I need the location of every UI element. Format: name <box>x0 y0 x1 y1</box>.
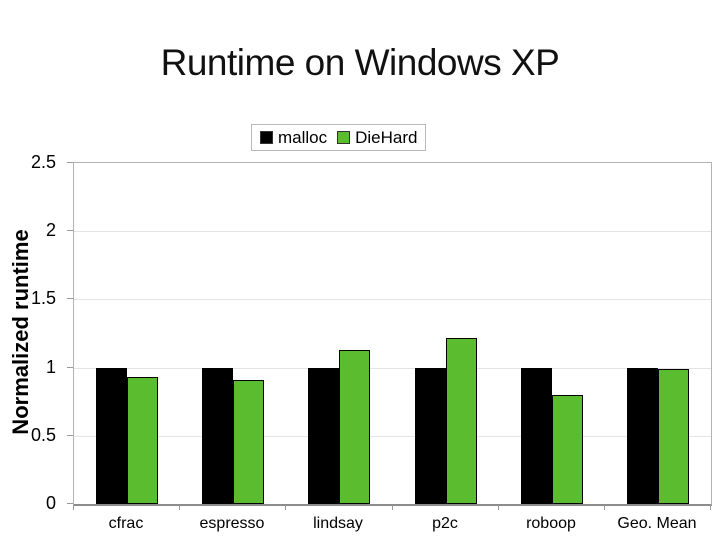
x-tick-label: roboop <box>526 515 576 532</box>
x-tick-mark <box>710 505 711 510</box>
bar-malloc-espresso <box>202 368 233 504</box>
plot-area <box>73 162 712 506</box>
x-tick-mark <box>73 505 74 510</box>
legend-swatch-malloc-icon <box>260 131 273 144</box>
x-tick-label: cfrac <box>108 515 144 532</box>
x-tick-label: Geo. Mean <box>617 515 697 532</box>
bar-DieHard-espresso <box>233 380 264 504</box>
y-tick-mark <box>67 503 73 504</box>
bar-malloc-Geo. Mean <box>627 368 658 504</box>
y-tick-mark <box>67 162 73 163</box>
legend: malloc DieHard <box>251 124 427 151</box>
bar-malloc-p2c <box>415 368 446 504</box>
x-tick-mark <box>498 505 499 510</box>
bar-DieHard-roboop <box>552 395 583 504</box>
y-tick-label: 1 <box>45 357 56 377</box>
legend-swatch-DieHard-icon <box>337 131 351 144</box>
gridline <box>74 368 711 369</box>
bar-malloc-roboop <box>521 368 552 504</box>
bar-DieHard-cfrac <box>127 377 158 504</box>
x-tick-mark <box>604 505 605 510</box>
y-tick-label: 0 <box>45 493 56 513</box>
x-tick-mark <box>179 505 180 510</box>
y-tick-mark <box>67 367 73 368</box>
y-tick-mark <box>67 435 73 436</box>
x-tick-mark <box>285 505 286 510</box>
x-tick-label: p2c <box>432 515 458 532</box>
y-tick-mark <box>67 230 73 231</box>
bar-malloc-lindsay <box>308 368 339 504</box>
x-tick-label: espresso <box>199 515 265 532</box>
y-tick-label: 1.5 <box>30 288 56 308</box>
bar-DieHard-p2c <box>446 338 477 504</box>
x-tick-mark <box>392 505 393 510</box>
y-tick-label: 2.5 <box>30 152 56 172</box>
chart-title: Runtime on Windows XP <box>160 42 560 83</box>
bar-DieHard-lindsay <box>339 350 370 504</box>
y-tick-label: 0.5 <box>30 425 56 445</box>
legend-label: DieHard <box>355 127 418 147</box>
legend-item-malloc: malloc <box>260 128 327 148</box>
legend-label: malloc <box>278 127 328 147</box>
gridline <box>74 299 711 300</box>
y-tick-mark <box>67 298 73 299</box>
gridline <box>74 231 711 232</box>
bar-DieHard-Geo. Mean <box>658 369 689 504</box>
legend-item-DieHard: DieHard <box>337 128 417 148</box>
x-tick-label: lindsay <box>313 515 363 532</box>
gridline <box>74 436 711 437</box>
bar-malloc-cfrac <box>96 368 127 504</box>
y-tick-label: 2 <box>45 220 56 240</box>
